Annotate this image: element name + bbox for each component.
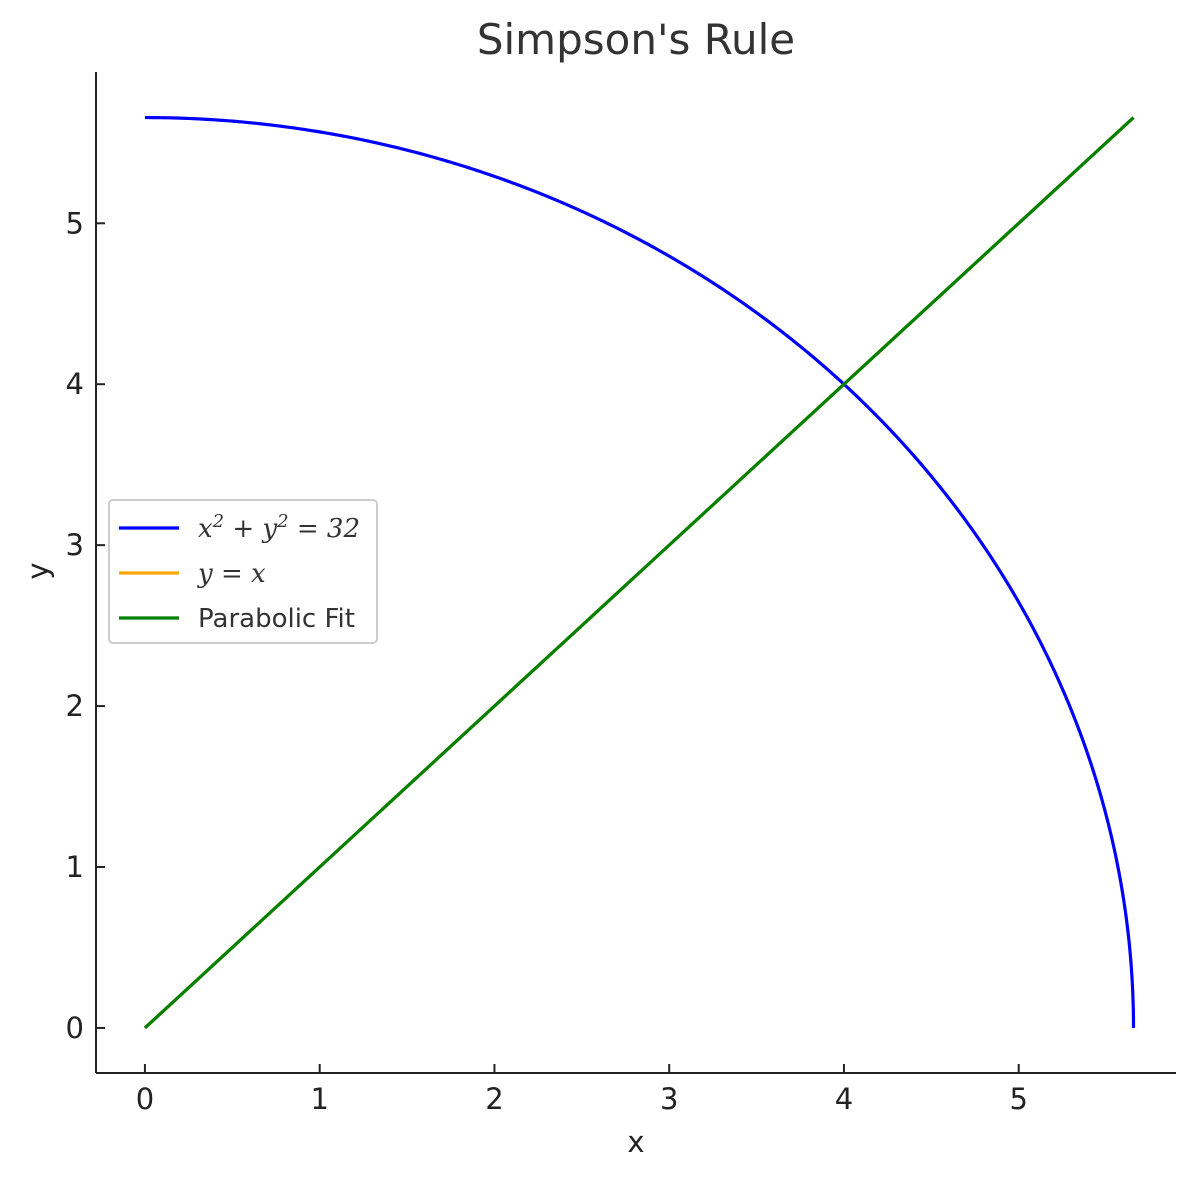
- y-tick-label: 5: [66, 206, 84, 240]
- x-tick-label: 1: [310, 1082, 328, 1116]
- x-tick-label: 2: [485, 1082, 503, 1116]
- legend-label-1: y = x: [197, 559, 266, 589]
- chart-title: Simpson's Rule: [477, 15, 795, 64]
- y-axis-label: y: [21, 562, 55, 579]
- y-tick-label: 2: [66, 689, 84, 723]
- axes: 0 1 2 3 4 5 0 1 2 3 4 5: [66, 72, 1176, 1116]
- series-line-2: [143, 116, 1135, 1030]
- y-tick-label: 1: [66, 850, 84, 884]
- y-tick-label: 0: [66, 1011, 84, 1045]
- y-tick-label: 4: [66, 367, 84, 401]
- plot-area: [143, 115, 1136, 1030]
- legend-label-2: Parabolic Fit: [198, 604, 355, 634]
- y-tick-label: 3: [66, 528, 84, 562]
- x-tick-label: 3: [660, 1082, 678, 1116]
- x-axis-label: x: [627, 1125, 644, 1159]
- x-tick-label: 5: [1009, 1082, 1027, 1116]
- x-tick-label: 0: [136, 1082, 154, 1116]
- legend-box: [108, 499, 378, 644]
- x-tick-label: 4: [835, 1082, 853, 1116]
